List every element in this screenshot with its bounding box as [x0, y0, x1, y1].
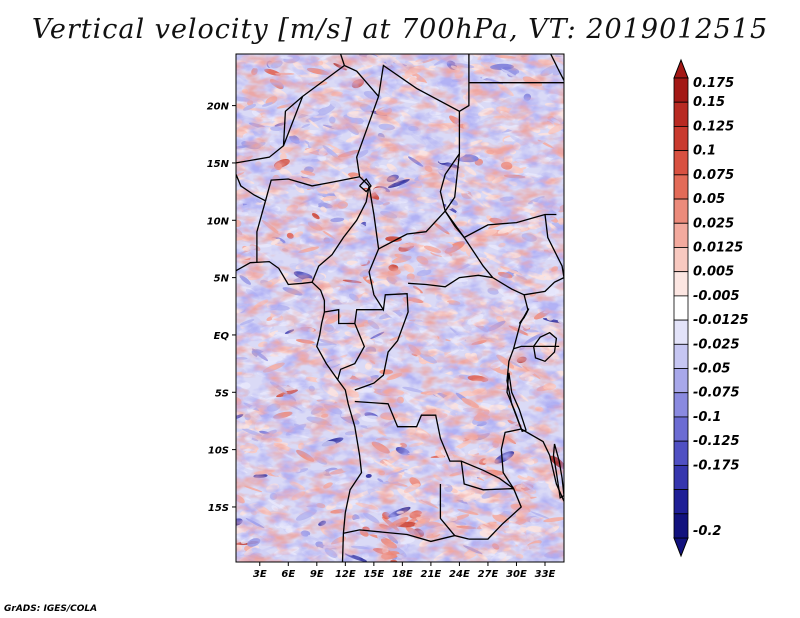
lon-label: 12E [335, 569, 356, 580]
border-line [354, 309, 529, 490]
colorbar-label: 0.15 [693, 95, 725, 110]
colorbar-label: 0.0125 [693, 240, 743, 255]
border-line [513, 345, 560, 350]
colorbar-swatch [673, 198, 689, 224]
colorbar-swatch [673, 368, 689, 394]
lat-label: 5N [214, 274, 230, 285]
colorbar-swatch [673, 440, 689, 466]
map-frame [235, 53, 565, 563]
border-line [337, 323, 366, 380]
colorbar-swatch [673, 489, 689, 515]
border-line [236, 174, 267, 263]
colorbar-bottom-arrow [673, 537, 689, 558]
chart-title: Vertical velocity [m/s] at 700hPa, VT: 2… [31, 14, 769, 45]
lon-label: 6E [281, 569, 295, 580]
border-line [439, 484, 456, 537]
colorbar-label: 0.075 [693, 168, 734, 183]
colorbar-swatch [673, 222, 689, 248]
country-borders [236, 54, 564, 562]
latitude-axis: 20N 15N 10N 5N EQ 5S 10S 15S [207, 102, 236, 514]
grads-credit: GrADS: IGES/COLA [4, 604, 98, 614]
border-line [460, 461, 522, 540]
border-line [444, 210, 557, 239]
colorbar-swatch [673, 295, 689, 321]
lat-label: 10N [207, 216, 230, 227]
lon-label: 15E [363, 569, 384, 580]
colorbar-swatch [673, 150, 689, 176]
colorbar-swatch [673, 77, 689, 103]
colorbar-label: 0.125 [693, 119, 734, 134]
border-line [359, 177, 372, 193]
colorbar-swatch [673, 101, 689, 127]
border-line [354, 185, 409, 391]
colorbar-label: -0.2 [693, 524, 721, 539]
lon-label: 9E [310, 569, 324, 580]
colorbar-swatch [673, 343, 689, 369]
lon-label: 3E [253, 569, 267, 580]
lat-label: 5S [215, 388, 229, 399]
colorbar-swatch [673, 247, 689, 273]
colorbar-swatch [673, 319, 689, 345]
colorbar-label: -0.005 [693, 289, 740, 304]
lon-label: 33E [535, 569, 556, 580]
longitude-axis: 3E 6E 9E 12E 15E 18E 21E 24E 27E 30E 33E [253, 562, 556, 580]
border-line [356, 64, 461, 212]
colorbar-label: -0.075 [693, 386, 740, 401]
colorbar-label: 0.1 [693, 144, 716, 159]
lon-label: 24E [449, 569, 470, 580]
lat-label: 15S [208, 503, 229, 514]
border-line [444, 153, 461, 212]
colorbar-label: 0.025 [693, 216, 734, 231]
border-line [518, 308, 530, 324]
border-line [552, 443, 564, 499]
colorbar-label: 0.05 [693, 192, 725, 207]
border-line [459, 54, 470, 112]
border-line [311, 185, 370, 283]
colorbar-swatch [673, 126, 689, 152]
border-line [343, 529, 470, 543]
colorbar-swatch [673, 513, 689, 539]
colorbar-swatch [673, 416, 689, 442]
lat-label: 10S [208, 446, 229, 457]
colorbar-label: 0.175 [693, 76, 734, 91]
colorbar-label: -0.175 [693, 458, 740, 473]
velocity-texture [236, 54, 564, 562]
border-line [544, 214, 564, 278]
border-line [282, 95, 304, 146]
lon-label: 30E [506, 569, 527, 580]
border-line [532, 331, 558, 363]
colorbar-swatch [673, 174, 689, 200]
lat-label: 20N [207, 102, 230, 113]
border-line [264, 176, 360, 201]
colorbar-label: -0.1 [693, 410, 721, 425]
border-line [523, 277, 564, 296]
lat-label: 15N [207, 159, 230, 170]
colorbar-label: -0.05 [693, 362, 730, 377]
colorbar-label: -0.0125 [693, 313, 749, 328]
colorbar-top-arrow [673, 58, 689, 79]
colorbar-label: 0.005 [693, 265, 734, 280]
colorbar-swatch [673, 392, 689, 418]
colorbar-swatch [673, 271, 689, 297]
lon-label: 18E [392, 569, 413, 580]
border-line [236, 260, 363, 562]
border-line [506, 372, 527, 433]
lat-label: EQ [214, 331, 230, 342]
colorbar: 0.175 0.15 0.125 0.1 0.075 0.05 0.025 0.0125 0.0… [673, 58, 749, 558]
colorbar-swatch [673, 464, 689, 490]
colorbar-label: -0.125 [693, 434, 740, 449]
lon-label: 27E [478, 569, 499, 580]
border-line [339, 54, 346, 66]
border-line [550, 54, 564, 81]
lon-label: 21E [421, 569, 442, 580]
border-line [408, 274, 529, 310]
map-plot-area [235, 53, 565, 563]
colorbar-label: -0.025 [693, 337, 740, 352]
